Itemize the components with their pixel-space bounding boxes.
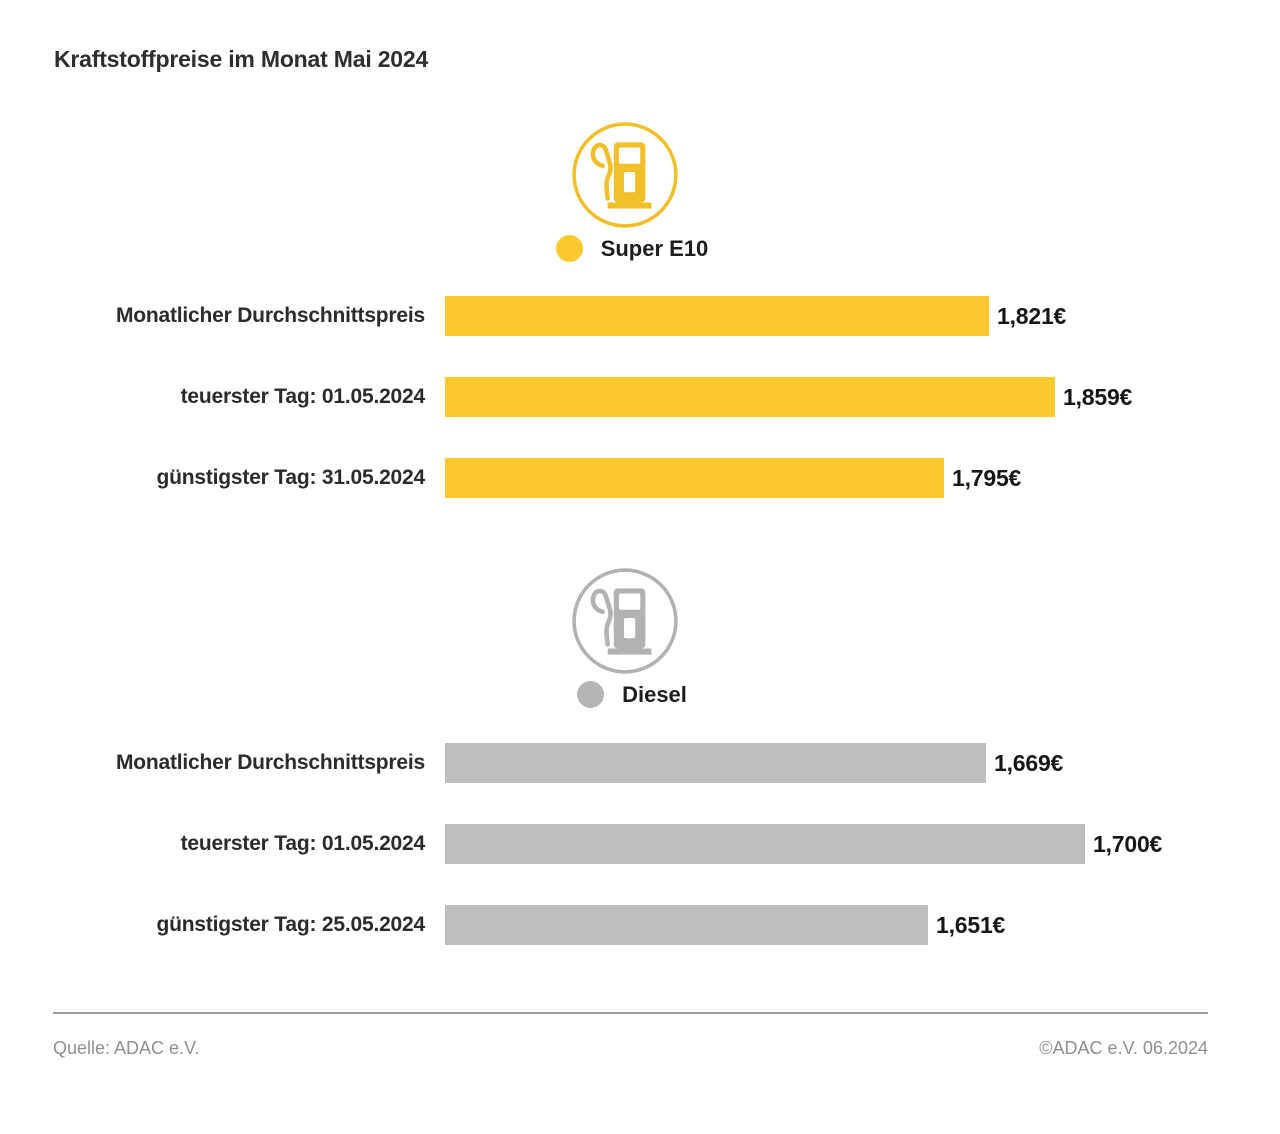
- legend-super-e10: Super E10: [0, 235, 1264, 262]
- bar-super-average: [445, 296, 989, 336]
- page-title: Kraftstoffpreise im Monat Mai 2024: [54, 46, 429, 72]
- bar-value: 1,651€: [936, 911, 1006, 938]
- fuel-pump-icon-diesel: [569, 565, 681, 677]
- bar-value: 1,859€: [1063, 383, 1133, 410]
- bar-value: 1,795€: [952, 464, 1022, 491]
- legend-label-super: Super E10: [600, 235, 709, 261]
- legend-diesel: Diesel: [0, 681, 1264, 708]
- bar-super-max: [445, 377, 1055, 417]
- fuel-pump-icon-super: [569, 119, 681, 231]
- bar-row-diesel-average: Monatlicher Durchschnittspreis 1,669€: [0, 743, 1280, 783]
- bar-row-super-average: Monatlicher Durchschnittspreis 1,821€: [0, 296, 1280, 336]
- bar-label: Monatlicher Durchschnittspreis: [115, 304, 425, 327]
- bar-row-super-max: teuerster Tag: 01.05.2024 1,859€: [0, 377, 1280, 417]
- copyright-text: ©ADAC e.V. 06.2024: [1039, 1038, 1208, 1058]
- legend-dot-super: [555, 235, 583, 262]
- bar-row-diesel-max: teuerster Tag: 01.05.2024 1,700€: [0, 824, 1280, 864]
- fuel-pump-icon: [572, 122, 678, 228]
- bar-row-super-min: günstigster Tag: 31.05.2024 1,795€: [0, 458, 1280, 498]
- bar-label: teuerster Tag: 01.05.2024: [180, 832, 426, 855]
- fuel-pump-icon: [572, 568, 678, 674]
- bar-value: 1,821€: [997, 302, 1067, 329]
- source-text: Quelle: ADAC e.V.: [53, 1038, 200, 1058]
- legend-label-diesel: Diesel: [622, 681, 687, 707]
- bar-super-min: [445, 458, 944, 498]
- bar-label: Monatlicher Durchschnittspreis: [115, 751, 425, 774]
- legend-dot-diesel: [577, 681, 605, 708]
- bar-diesel-average: [445, 743, 986, 783]
- bar-label: günstigster Tag: 31.05.2024: [156, 466, 426, 489]
- bar-row-diesel-min: günstigster Tag: 25.05.2024 1,651€: [0, 905, 1280, 945]
- bar-diesel-min: [445, 905, 928, 945]
- bar-value: 1,700€: [1093, 830, 1163, 857]
- bar-label: teuerster Tag: 01.05.2024: [180, 385, 426, 408]
- bar-diesel-max: [445, 824, 1085, 864]
- footer-divider: [53, 1012, 1208, 1014]
- bar-label: günstigster Tag: 25.05.2024: [156, 913, 426, 936]
- bar-value: 1,669€: [994, 749, 1064, 776]
- footer: Quelle: ADAC e.V. ©ADAC e.V. 06.2024: [53, 1038, 1208, 1059]
